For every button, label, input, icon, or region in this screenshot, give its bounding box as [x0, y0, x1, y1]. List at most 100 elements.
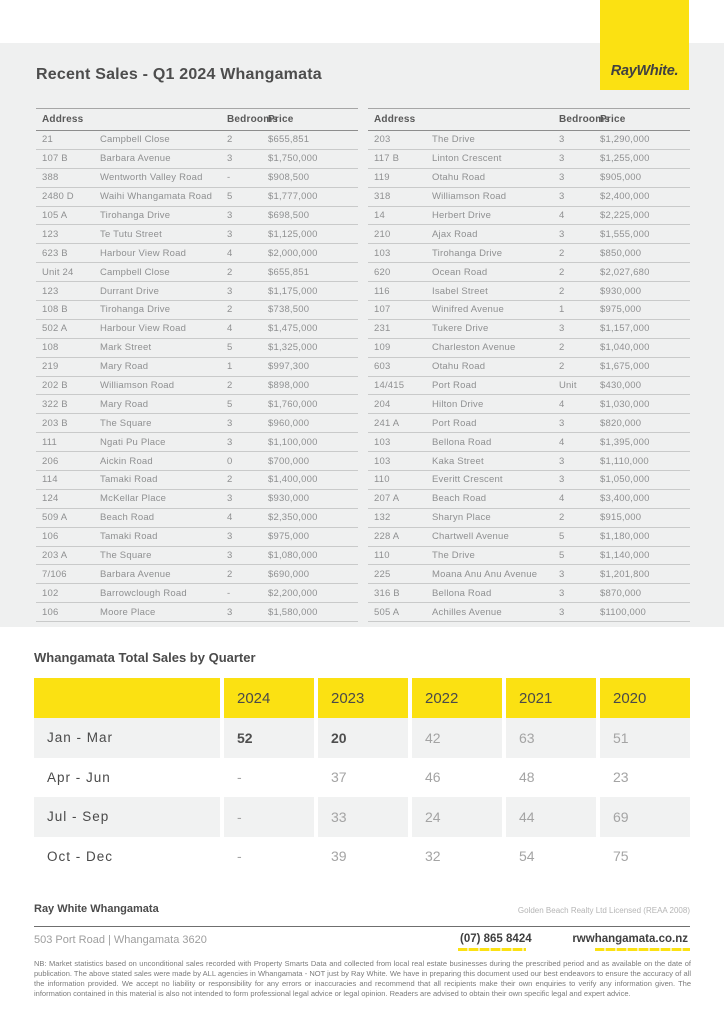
street-cell: McKellar Place	[100, 493, 167, 505]
price-cell: $975,000	[600, 304, 642, 316]
street-cell: Williamson Road	[432, 191, 507, 203]
bedrooms-cell: 5	[559, 531, 565, 543]
sales-count: 46	[425, 769, 441, 786]
price-cell: $1,750,000	[268, 153, 318, 165]
price-cell: $1,395,000	[600, 436, 650, 448]
price-cell: $1,255,000	[600, 153, 650, 165]
sale-row: 107 Winifred Avenue 1 $975,000	[368, 301, 690, 320]
price-cell: $655,851	[268, 266, 310, 278]
sales-count: 33	[318, 797, 408, 837]
price-cell: $1,290,000	[600, 134, 650, 146]
address-number-cell: 204	[374, 398, 391, 410]
address-number-cell: 7/106	[42, 568, 67, 580]
street-cell: Waihi Whangamata Road	[100, 191, 213, 203]
sale-row: 102 Barrowclough Road - $2,200,000	[36, 584, 358, 604]
sale-row: 117 B Linton Crescent 3 $1,255,000	[368, 150, 690, 169]
price-cell: $2,225,000	[600, 210, 650, 221]
bedrooms-cell: 5	[227, 342, 233, 354]
bedrooms-cell: 3	[559, 228, 565, 240]
address-number-cell: 21	[42, 134, 53, 146]
sales-table-left: Address Bedrooms Price 21 Campbell Close…	[36, 108, 358, 623]
sale-row: 2480 D Waihi Whangamata Road 5 $1,777,00…	[36, 188, 358, 207]
bedrooms-cell: 2	[559, 361, 565, 373]
bedrooms-cell: 3	[559, 134, 565, 146]
bedrooms-cell: 3	[227, 606, 233, 618]
address-number-cell: 14	[374, 210, 385, 221]
address-number-cell: 124	[42, 493, 59, 505]
street-cell: Durrant Drive	[100, 285, 160, 297]
address-number-cell: 318	[374, 191, 391, 203]
sales-count: -	[237, 848, 242, 865]
street-cell: Achilles Avenue	[432, 606, 502, 618]
sale-row: 110 Everitt Crescent 3 $1,050,000	[368, 471, 690, 490]
address-number-cell: 203	[374, 134, 391, 146]
address-number-cell: 231	[374, 323, 391, 335]
quarterly-sales-table: 2024 2023 2022 2021 2020 Jan - Mar 52 20…	[34, 678, 690, 876]
address-number-cell: 106	[42, 531, 59, 543]
sales-table-header: Address Bedrooms Price	[36, 108, 358, 131]
quarter-label: Jul - Sep	[34, 797, 220, 837]
office-name: Ray White Whangamata	[34, 903, 159, 915]
page-title: Recent Sales - Q1 2024 Whangamata	[36, 66, 322, 83]
sale-row: 204 Hilton Drive 4 $1,030,000	[368, 395, 690, 415]
address-number-cell: 388	[42, 172, 59, 184]
phone-link[interactable]: (07) 865 8424	[460, 933, 532, 945]
price-column-header: Price	[268, 114, 294, 125]
sales-count: 52	[224, 718, 314, 758]
street-cell: Barbara Avenue	[100, 153, 171, 165]
street-cell: Te Tutu Street	[100, 228, 162, 240]
street-cell: Tukere Drive	[432, 323, 489, 335]
disclaimer-text: NB: Market statistics based on unconditi…	[34, 959, 691, 998]
address-number-cell: 119	[374, 172, 390, 184]
website-link[interactable]: rwwhangamata.co.nz	[572, 933, 688, 945]
address-number-cell: 132	[374, 512, 391, 524]
price-cell: $1,555,000	[600, 228, 650, 240]
address-number-cell: 210	[374, 228, 391, 240]
address-number-cell: 106	[42, 606, 59, 618]
address-number-cell: 2480 D	[42, 191, 74, 203]
price-cell: $1,040,000	[600, 342, 650, 354]
address-number-cell: 109	[374, 342, 391, 354]
sale-row: 111 Ngati Pu Place 3 $1,100,000	[36, 433, 358, 453]
bedrooms-cell: 3	[227, 493, 233, 505]
sales-count: 24	[412, 797, 502, 837]
bedrooms-cell: 5	[227, 398, 233, 410]
street-cell: Kaka Street	[432, 455, 484, 467]
address-number-cell: 14/415	[374, 380, 405, 392]
bedrooms-cell: 3	[227, 550, 233, 562]
price-cell: $1,100,000	[268, 436, 318, 448]
address-column-header: Address	[374, 114, 416, 125]
address-number-cell: 123	[42, 285, 59, 297]
quarterly-table-title: Whangamata Total Sales by Quarter	[34, 650, 256, 665]
bedrooms-cell: 4	[227, 247, 233, 259]
address-number-cell: 110	[374, 474, 390, 486]
address-number-cell: Unit 24	[42, 266, 74, 278]
street-cell: Bellona Road	[432, 436, 492, 448]
address-number-cell: 203 B	[42, 417, 68, 429]
street-cell: Otahu Road	[432, 361, 486, 373]
bedrooms-cell: Unit	[559, 380, 577, 392]
bedrooms-cell: 2	[559, 512, 565, 524]
price-cell: $905,000	[600, 172, 642, 184]
price-cell: $930,000	[600, 285, 642, 297]
price-cell: $1,475,000	[268, 323, 318, 335]
bedrooms-cell: 4	[559, 398, 565, 410]
price-cell: $960,000	[268, 417, 310, 429]
year-column-header: 2020	[600, 678, 690, 718]
price-cell: $2,350,000	[268, 512, 318, 524]
price-column-header: Price	[600, 114, 626, 125]
year-column-header: 2023	[318, 678, 408, 718]
address-number-cell: 108 B	[42, 304, 68, 316]
address-column-header: Address	[42, 114, 84, 125]
bedrooms-cell: 3	[227, 153, 233, 165]
address-number-cell: 116	[374, 285, 390, 297]
sales-count: 54	[519, 848, 535, 865]
price-cell: $1,157,000	[600, 323, 650, 335]
sale-row: 620 Ocean Road 2 $2,027,680	[368, 263, 690, 283]
price-cell: $1100,000	[600, 606, 647, 618]
bedrooms-cell: 3	[559, 455, 565, 467]
bedrooms-cell: 3	[227, 210, 233, 221]
bedrooms-cell: 5	[227, 191, 233, 203]
bedrooms-cell: 4	[227, 323, 233, 335]
sale-row: 210 Ajax Road 3 $1,555,000	[368, 225, 690, 245]
